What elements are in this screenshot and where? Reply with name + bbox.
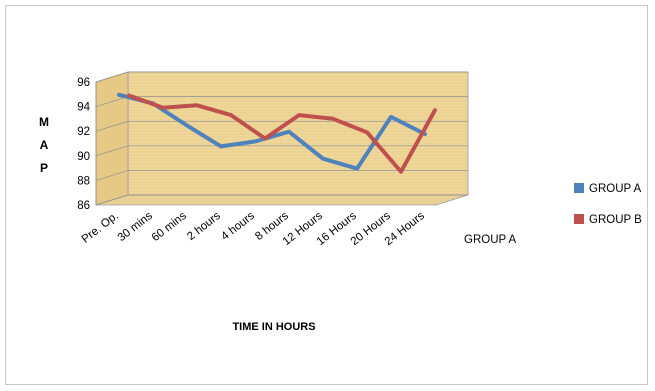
depth-axis-label: GROUP A xyxy=(464,234,517,246)
side-wall xyxy=(95,71,129,206)
floor xyxy=(95,194,469,206)
back-wall xyxy=(127,71,469,196)
y-axis-title-letter: M xyxy=(39,115,49,129)
gridline-side xyxy=(95,96,129,107)
x-tick-label: 30 mins xyxy=(116,210,155,244)
gridlines xyxy=(95,71,468,206)
gridline-side xyxy=(95,194,129,206)
y-tick-label: 86 xyxy=(77,200,90,212)
chart-walls xyxy=(95,71,469,206)
y-tick-label: 96 xyxy=(77,77,90,89)
y-axis-title-letter: A xyxy=(40,138,49,152)
series-lines xyxy=(117,92,437,174)
gridline-side xyxy=(95,170,129,181)
y-axis-ticks: 86 88 90 92 94 96 xyxy=(77,77,90,212)
gridline-side xyxy=(95,145,129,157)
y-axis-title-letter: P xyxy=(40,161,48,175)
y-tick-label: 90 xyxy=(77,151,90,163)
legend-label-group-a: GROUP A xyxy=(589,183,642,195)
y-tick-label: 94 xyxy=(77,102,90,114)
y-tick-label: 92 xyxy=(77,126,90,138)
x-tick-label: 2 hours xyxy=(185,210,223,243)
gridline-side xyxy=(95,120,129,132)
y-tick-label: 88 xyxy=(77,175,90,187)
x-axis-title: TIME IN HOURS xyxy=(232,321,315,333)
x-tick-label: 60 mins xyxy=(150,210,189,244)
legend-label-group-b: GROUP B xyxy=(589,214,642,226)
x-tick-label: Pre. Op. xyxy=(80,210,121,246)
legend: GROUP A GROUP B xyxy=(574,183,642,226)
legend-swatch-group-b xyxy=(574,214,584,224)
chart-frame: 86 88 90 92 94 96 Pre. Op. 30 mins 60 mins 2 hou… xyxy=(5,5,648,385)
series-line-group-b xyxy=(127,93,437,174)
gridline-side xyxy=(95,71,129,83)
legend-swatch-group-a xyxy=(574,183,584,193)
y-axis-title: M A P xyxy=(39,115,49,175)
x-tick-label: 4 hours xyxy=(219,210,257,243)
